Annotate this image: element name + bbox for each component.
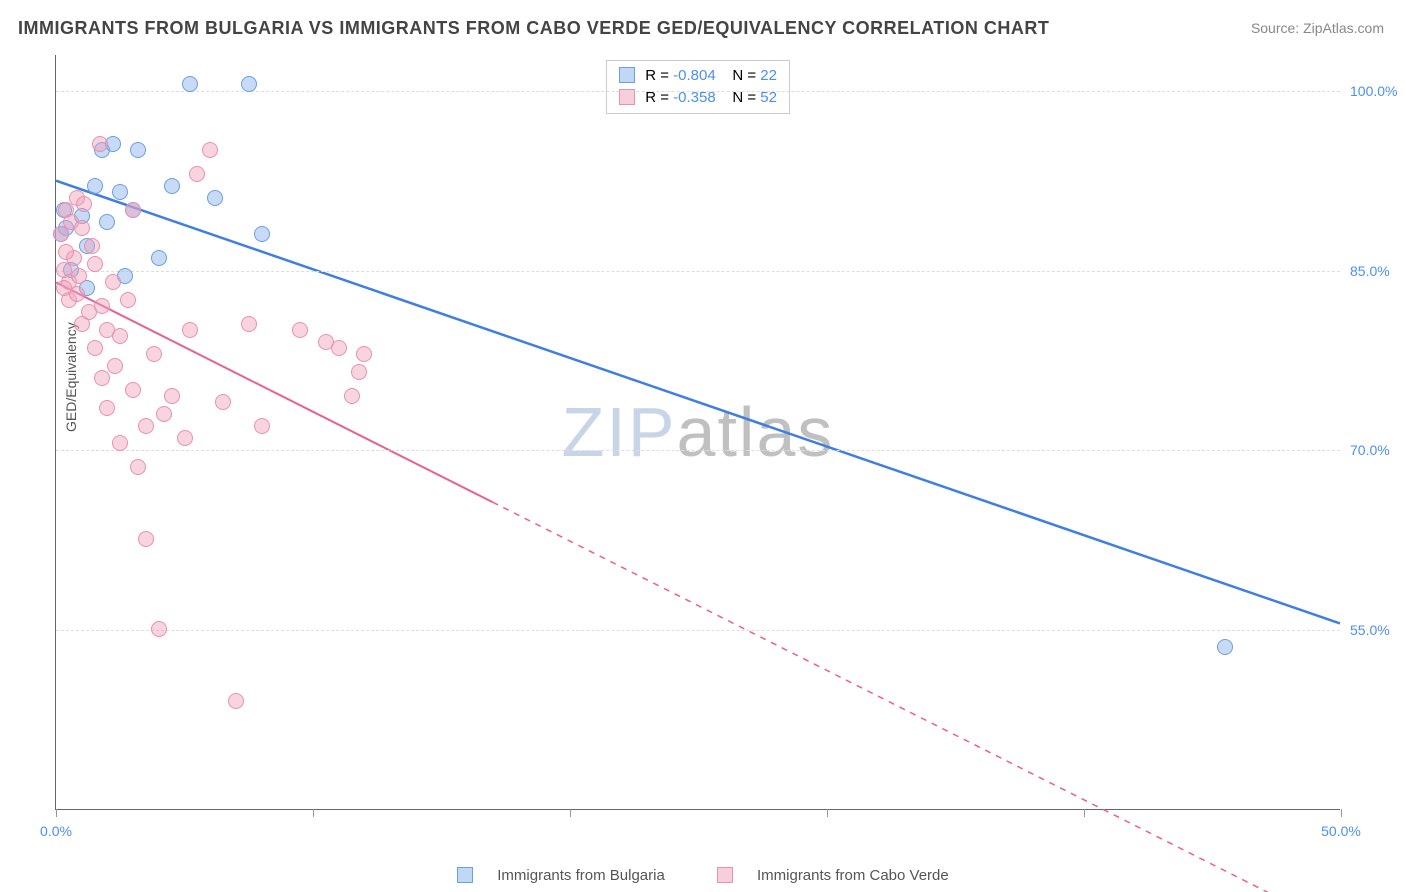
data-point-cabo_verde <box>87 256 103 272</box>
data-point-bulgaria <box>164 178 180 194</box>
data-point-bulgaria <box>241 76 257 92</box>
data-point-bulgaria <box>130 142 146 158</box>
data-point-cabo_verde <box>215 394 231 410</box>
data-point-cabo_verde <box>92 136 108 152</box>
legend-item-bulgaria: Immigrants from Bulgaria <box>445 867 681 884</box>
swatch-blue-icon <box>619 67 635 83</box>
source-label: Source: ZipAtlas.com <box>1251 20 1384 36</box>
data-point-cabo_verde <box>292 322 308 338</box>
data-point-cabo_verde <box>146 346 162 362</box>
data-point-cabo_verde <box>351 364 367 380</box>
x-tick-mark <box>1341 809 1342 817</box>
swatch-blue-icon <box>457 867 473 883</box>
chart-title: IMMIGRANTS FROM BULGARIA VS IMMIGRANTS F… <box>18 18 1049 39</box>
legend-item-cabo-verde: Immigrants from Cabo Verde <box>705 867 961 884</box>
y-tick-label: 85.0% <box>1350 263 1405 279</box>
data-point-cabo_verde <box>331 340 347 356</box>
stat-N-label: N = <box>732 67 756 84</box>
data-point-cabo_verde <box>87 340 103 356</box>
x-tick-mark <box>56 809 57 817</box>
data-point-cabo_verde <box>344 388 360 404</box>
data-point-bulgaria <box>99 214 115 230</box>
data-point-bulgaria <box>112 184 128 200</box>
data-point-cabo_verde <box>202 142 218 158</box>
legend-label-cabo-verde: Immigrants from Cabo Verde <box>757 867 949 884</box>
x-tick-mark <box>570 809 571 817</box>
data-point-cabo_verde <box>74 220 90 236</box>
data-point-cabo_verde <box>125 202 141 218</box>
data-point-cabo_verde <box>164 388 180 404</box>
trend-lines <box>56 55 1340 809</box>
data-point-bulgaria <box>1217 639 1233 655</box>
y-tick-label: 55.0% <box>1350 622 1405 638</box>
data-point-bulgaria <box>207 190 223 206</box>
data-point-cabo_verde <box>125 382 141 398</box>
data-point-cabo_verde <box>71 268 87 284</box>
legend-label-bulgaria: Immigrants from Bulgaria <box>497 867 665 884</box>
legend: Immigrants from Bulgaria Immigrants from… <box>0 867 1406 884</box>
stat-R-bulgaria: -0.804 <box>673 67 716 84</box>
data-point-cabo_verde <box>151 621 167 637</box>
data-point-cabo_verde <box>182 322 198 338</box>
gridline-h <box>56 630 1340 631</box>
x-tick-label: 0.0% <box>40 823 72 839</box>
data-point-cabo_verde <box>138 418 154 434</box>
x-tick-label: 50.0% <box>1321 823 1361 839</box>
correlation-stats-box: R = -0.804 N = 22 R = -0.358 N = 52 <box>606 60 790 114</box>
data-point-cabo_verde <box>130 459 146 475</box>
data-point-cabo_verde <box>56 280 72 296</box>
data-point-cabo_verde <box>84 238 100 254</box>
data-point-cabo_verde <box>138 531 154 547</box>
x-tick-mark <box>827 809 828 817</box>
gridline-h <box>56 271 1340 272</box>
data-point-cabo_verde <box>112 328 128 344</box>
data-point-cabo_verde <box>356 346 372 362</box>
data-point-bulgaria <box>87 178 103 194</box>
data-point-cabo_verde <box>189 166 205 182</box>
data-point-cabo_verde <box>94 298 110 314</box>
data-point-cabo_verde <box>112 435 128 451</box>
stat-N-bulgaria: 22 <box>760 67 777 84</box>
data-point-cabo_verde <box>177 430 193 446</box>
data-point-cabo_verde <box>94 370 110 386</box>
data-point-bulgaria <box>182 76 198 92</box>
data-point-cabo_verde <box>76 196 92 212</box>
y-tick-label: 70.0% <box>1350 442 1405 458</box>
data-point-cabo_verde <box>241 316 257 332</box>
x-tick-mark <box>313 809 314 817</box>
y-tick-label: 100.0% <box>1350 83 1405 99</box>
swatch-pink-icon <box>717 867 733 883</box>
data-point-cabo_verde <box>254 418 270 434</box>
chart-plot-area: GED/Equivalency ZIPatlas R = -0.804 N = … <box>55 55 1340 810</box>
data-point-cabo_verde <box>156 406 172 422</box>
data-point-cabo_verde <box>228 693 244 709</box>
stats-row-bulgaria: R = -0.804 N = 22 <box>619 65 777 87</box>
gridline-h <box>56 450 1340 451</box>
data-point-cabo_verde <box>107 358 123 374</box>
data-point-bulgaria <box>254 226 270 242</box>
data-point-cabo_verde <box>120 292 136 308</box>
x-tick-mark <box>1084 809 1085 817</box>
data-point-bulgaria <box>151 250 167 266</box>
stat-R-label: R = <box>645 67 669 84</box>
data-point-cabo_verde <box>105 274 121 290</box>
data-point-cabo_verde <box>58 244 74 260</box>
data-point-cabo_verde <box>99 400 115 416</box>
